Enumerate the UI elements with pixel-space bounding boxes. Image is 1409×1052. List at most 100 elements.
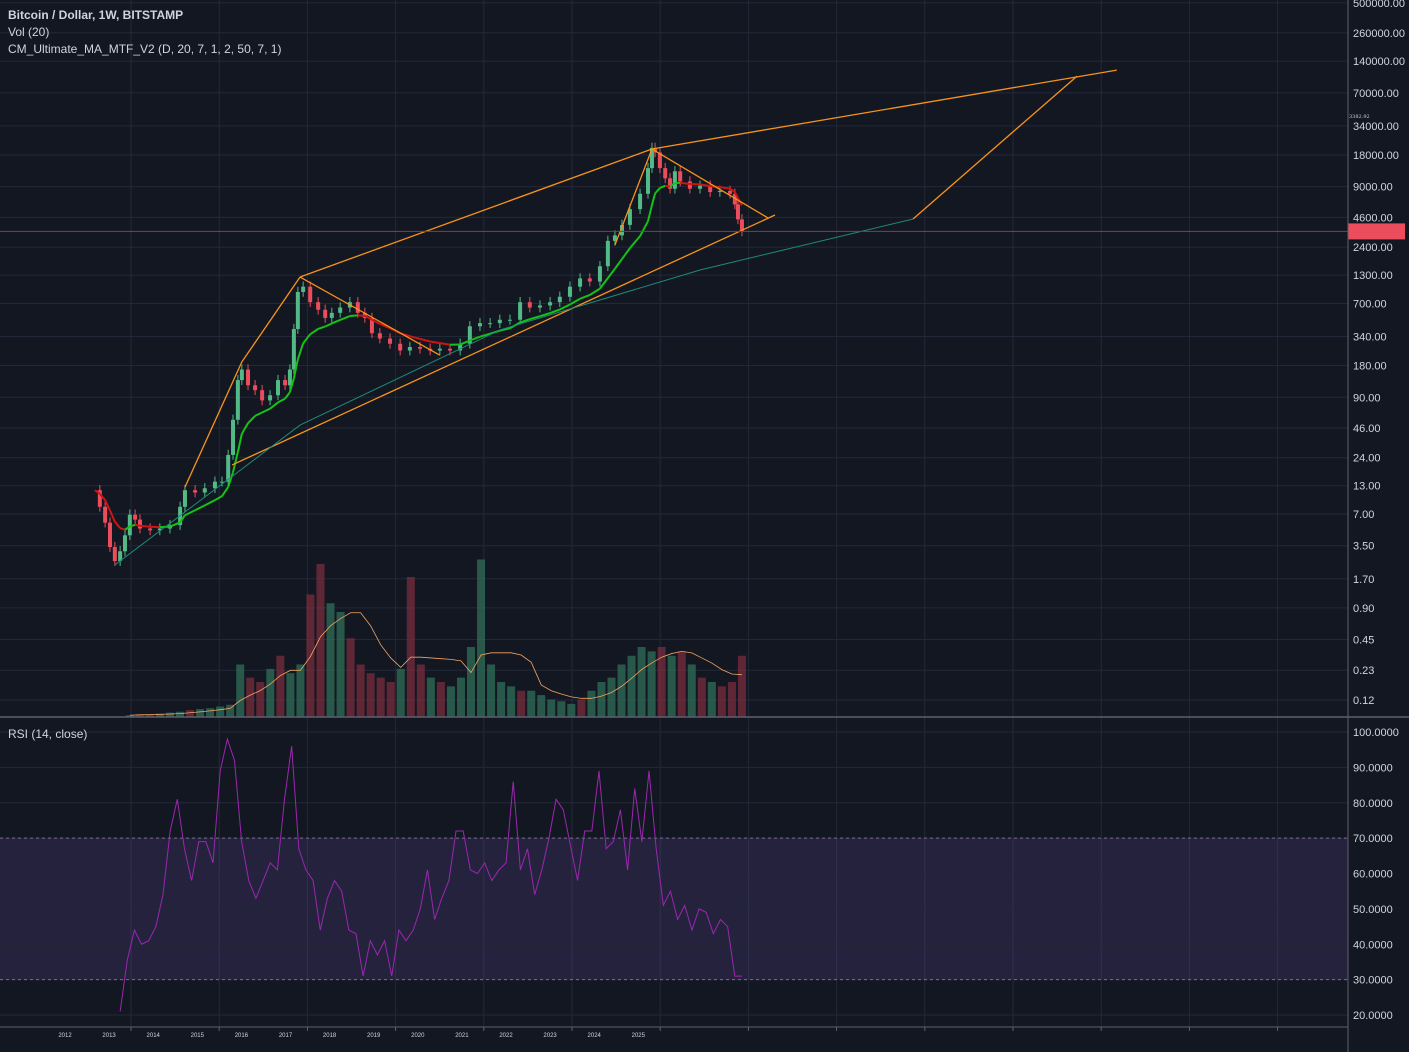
rsi-axis-label: 40.0000 xyxy=(1353,939,1393,951)
moving-average-segment xyxy=(254,411,263,417)
moving-average-segment xyxy=(459,339,471,346)
moving-average-segment xyxy=(240,422,249,435)
rsi-axis-label: 60.0000 xyxy=(1353,869,1393,881)
rsi-axis-label: 70.0000 xyxy=(1353,833,1393,845)
candle-body xyxy=(137,519,142,529)
volume-bar xyxy=(186,710,195,717)
rsi-axis-label: 50.0000 xyxy=(1353,904,1393,916)
candle-body xyxy=(497,319,502,324)
moving-average-segment xyxy=(317,325,326,330)
candle-body xyxy=(687,181,692,189)
moving-average-segment xyxy=(680,181,691,186)
rsi-indicator-label[interactable]: RSI (14, close) xyxy=(8,727,88,741)
volume-bar xyxy=(657,647,666,717)
volume-bar xyxy=(567,703,576,717)
moving-average-segment xyxy=(324,322,333,328)
volume-bar xyxy=(165,712,174,717)
candle-body xyxy=(678,171,683,182)
candle-body xyxy=(246,369,251,386)
candle-body xyxy=(537,305,542,308)
price-axis-label: 18000.00 xyxy=(1353,150,1399,162)
price-axis-label: 70000.00 xyxy=(1353,88,1399,100)
candle-body xyxy=(657,152,662,169)
candle-body xyxy=(708,185,713,193)
moving-average-segment xyxy=(429,340,441,345)
volume-bar xyxy=(687,664,696,717)
volume-bar xyxy=(246,677,255,717)
candle-body xyxy=(276,380,281,396)
price-axis-label: 2400.00 xyxy=(1353,242,1393,254)
moving-average-segment xyxy=(357,314,365,317)
candle-body xyxy=(112,547,117,562)
rsi-axis-label: 100.0000 xyxy=(1353,727,1399,739)
curve-drawing xyxy=(114,218,914,566)
candle-body xyxy=(447,348,452,351)
candle-body xyxy=(338,307,343,313)
candle-body xyxy=(507,319,512,321)
moving-average-segment xyxy=(599,277,609,290)
volume-indicator-label[interactable]: Vol (20) xyxy=(8,25,50,39)
rsi-axis-label: 20.0000 xyxy=(1353,1010,1393,1022)
trend-line-drawing xyxy=(912,75,1078,220)
moving-average-segment xyxy=(621,247,631,260)
moving-average-segment xyxy=(733,191,739,199)
volume-bar xyxy=(346,638,355,717)
candle-body xyxy=(295,291,300,330)
volume-bar xyxy=(256,682,265,717)
last-price-label xyxy=(1348,223,1405,240)
volume-bar xyxy=(456,677,465,717)
candle-body xyxy=(627,209,632,225)
candle-body xyxy=(287,369,292,386)
moving-average-segment xyxy=(277,397,286,404)
time-axis-label: 2018 xyxy=(323,1033,337,1039)
symbol-title[interactable]: Bitcoin / Dollar, 1W, BITSTAMP xyxy=(8,8,184,22)
ma-indicator-label[interactable]: CM_Ultimate_MA_MTF_V2 (D, 20, 7, 1, 2, 5… xyxy=(8,42,282,56)
price-axis-label: 340.00 xyxy=(1353,331,1387,343)
candle-body xyxy=(735,204,740,220)
volume-bar xyxy=(396,668,405,717)
candle-body xyxy=(122,535,127,552)
volume-bar xyxy=(707,682,716,717)
volume-bar xyxy=(386,682,395,717)
candle-body xyxy=(728,190,733,194)
volume-bar xyxy=(125,715,134,717)
last-price-value: 3382.92 xyxy=(1349,114,1370,120)
moving-average-segment xyxy=(169,521,181,528)
candle-body xyxy=(619,224,624,236)
price-axis-label: 24.00 xyxy=(1353,453,1381,465)
moving-average-segment xyxy=(339,315,351,321)
moving-average-segment xyxy=(699,183,711,188)
candle-body xyxy=(291,329,296,370)
moving-average-segment xyxy=(639,220,649,237)
moving-average-segment xyxy=(227,471,234,488)
trend-line-drawing xyxy=(231,214,776,466)
candle-body xyxy=(118,551,123,562)
candle-body xyxy=(663,168,668,179)
time-axis-label: 2019 xyxy=(367,1033,381,1039)
price-axis-label: 9000.00 xyxy=(1353,182,1393,194)
candle-body xyxy=(418,347,423,349)
price-axis-label: 0.90 xyxy=(1353,603,1374,615)
candle-body xyxy=(127,514,132,536)
moving-average-segment xyxy=(331,319,341,325)
volume-bar xyxy=(145,714,154,717)
volume-bar xyxy=(336,612,345,717)
volume-bar xyxy=(697,677,706,717)
volume-bar xyxy=(487,664,496,717)
volume-bar xyxy=(607,677,616,717)
volume-bar xyxy=(286,673,295,717)
moving-average-segment xyxy=(94,489,101,495)
candle-body xyxy=(638,193,643,210)
moving-average-segment xyxy=(139,524,151,528)
volume-bar xyxy=(326,603,335,717)
candle-body xyxy=(567,286,572,297)
moving-average-segment xyxy=(114,521,121,529)
candle-body xyxy=(235,380,240,420)
candle-body xyxy=(672,171,677,189)
volume-bar xyxy=(517,690,526,717)
time-axis-label: 2016 xyxy=(235,1033,249,1039)
candle-body xyxy=(698,185,703,189)
candle-body xyxy=(202,488,207,493)
